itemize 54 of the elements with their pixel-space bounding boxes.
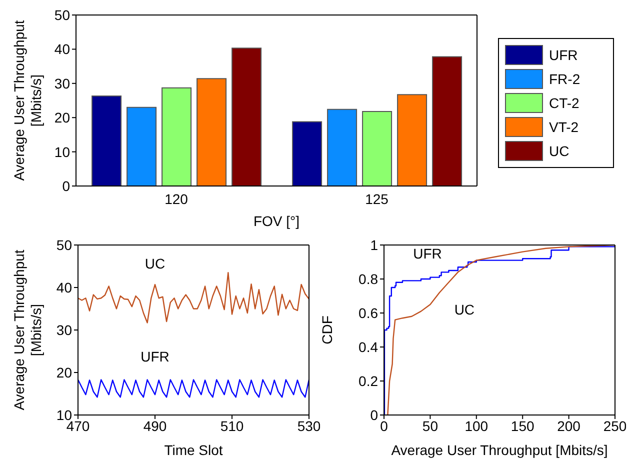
bar bbox=[432, 56, 462, 186]
x-tick-label: 250 bbox=[603, 418, 627, 434]
line-series bbox=[78, 379, 309, 398]
legend-label: UFR bbox=[549, 47, 578, 63]
y-tick-label: 0 bbox=[62, 178, 70, 194]
y-tick-label: 0.8 bbox=[358, 270, 378, 287]
y-tick-label: 10 bbox=[54, 144, 70, 160]
y-tick-label: 50 bbox=[54, 6, 70, 23]
y-tick-label: 0.6 bbox=[358, 304, 378, 321]
x-tick-label: 510 bbox=[220, 418, 244, 434]
x-tick-label: 125 bbox=[365, 190, 389, 207]
x-tick-label: 120 bbox=[164, 190, 188, 207]
series-label: UFR bbox=[413, 246, 442, 262]
legend-label: CT-2 bbox=[549, 95, 580, 111]
x-tick-label: 150 bbox=[510, 418, 534, 434]
legend-label: VT-2 bbox=[549, 119, 579, 135]
x-tick-label: 100 bbox=[464, 418, 488, 434]
line-series bbox=[78, 272, 309, 324]
x-axis-title: Time Slot bbox=[164, 442, 223, 458]
x-tick-label: 200 bbox=[557, 418, 581, 434]
y-tick-label: 30 bbox=[56, 322, 72, 338]
y-tick-label: 40 bbox=[56, 279, 72, 296]
series-label: UC bbox=[454, 302, 475, 318]
bar bbox=[232, 48, 262, 186]
bar bbox=[126, 106, 157, 186]
y-tick-label: 20 bbox=[56, 364, 72, 380]
y-tick-label: 20 bbox=[54, 110, 70, 126]
bar bbox=[397, 94, 428, 186]
series-label: UFR bbox=[140, 348, 170, 365]
y-tick-label: 30 bbox=[54, 75, 70, 92]
y-tick-label: 0.2 bbox=[358, 372, 378, 389]
series-label: UC bbox=[144, 256, 166, 272]
bar bbox=[162, 87, 192, 186]
y-tick-label: 50 bbox=[56, 236, 72, 253]
y-axis-title: Average User Throughput [Mbits/s] bbox=[11, 250, 44, 410]
y-tick-label: 0.4 bbox=[358, 338, 378, 355]
bar bbox=[362, 110, 392, 186]
x-axis-title: Average User Throughput [Mbits/s] bbox=[391, 442, 608, 458]
bar bbox=[292, 121, 322, 186]
bar bbox=[92, 96, 122, 186]
x-tick-label: 530 bbox=[297, 418, 321, 434]
y-axis-title: CDF bbox=[319, 316, 335, 344]
legend-label: UC bbox=[549, 143, 570, 159]
x-tick-label: 490 bbox=[143, 418, 167, 434]
legend-label: FR-2 bbox=[549, 71, 580, 87]
x-tick-label: 0 bbox=[380, 418, 388, 434]
x-axis-title: FOV [°] bbox=[253, 213, 300, 229]
y-tick-label: 1 bbox=[370, 236, 378, 253]
x-tick-label: 50 bbox=[422, 418, 438, 434]
bar bbox=[196, 78, 227, 186]
y-tick-label: 40 bbox=[54, 41, 70, 58]
bar bbox=[327, 108, 358, 186]
y-axis-title: Average User Throughput [Mbits/s] bbox=[11, 20, 44, 181]
y-tick-label: 0 bbox=[370, 406, 378, 423]
